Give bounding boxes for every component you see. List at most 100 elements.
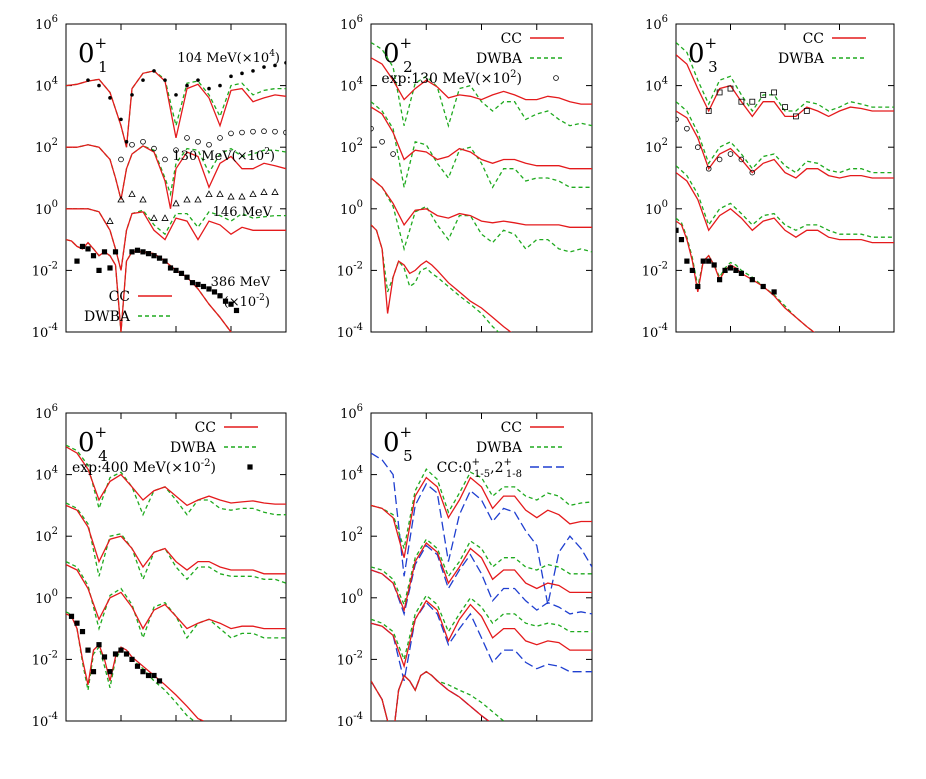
legend-sub: 1-5	[474, 469, 490, 480]
exp-point-open-triangle	[150, 214, 158, 221]
legend-sub2: 1-8	[506, 469, 522, 480]
state-label-sub: 4	[98, 447, 108, 465]
exp-point-dot	[86, 78, 90, 82]
legend-label: exp:400 MeV(×10-2)	[72, 458, 216, 476]
y-tick-base: 10	[35, 592, 52, 607]
state-label-sup: +	[95, 34, 108, 52]
legend-label: CC	[501, 420, 522, 436]
exp-point-filled-square	[195, 281, 201, 288]
y-tick-exponent: 0	[357, 199, 363, 210]
exp-point-filled-square	[107, 669, 113, 675]
curve-cc-1	[676, 54, 894, 118]
curve-dwba-2	[371, 538, 592, 607]
exp-point-filled-square	[711, 262, 717, 268]
exp-point-filled-square	[222, 298, 229, 304]
y-tick-exponent: 0	[357, 588, 363, 599]
exp-point-filled-square	[112, 249, 119, 255]
y-tick-exponent: 6	[357, 403, 363, 414]
y-tick-label: 106	[340, 403, 363, 422]
curve-dwba-3	[371, 594, 592, 662]
y-tick-label: 106	[35, 14, 58, 33]
legend-label: DWBA	[778, 51, 825, 67]
y-tick-base: 10	[32, 715, 49, 730]
curve-cc-1	[66, 70, 286, 148]
state-label: 0+ 2	[383, 34, 413, 76]
exp-point-filled-square	[134, 247, 141, 253]
exp-point-filled-square	[85, 647, 91, 653]
legend-label: CC:0+ 1-5,2+ 1-8	[437, 457, 522, 480]
y-tick-base: 10	[340, 407, 357, 422]
exp-point-filled-square	[123, 651, 130, 657]
exp-point-filled-square	[178, 270, 185, 276]
exp-point-dot	[218, 83, 222, 88]
exp-point-open-square	[793, 113, 799, 120]
y-tick-label: 104	[35, 76, 58, 95]
state-label: 0+ 4	[78, 423, 108, 465]
exp-point-filled-square	[118, 647, 124, 653]
exp-point-open-triangle	[194, 195, 202, 203]
curve-dwba-2	[371, 101, 592, 189]
curve-dwba-2	[66, 502, 286, 584]
y-tick-label: 10-2	[337, 260, 363, 279]
curve-dwba-1	[371, 41, 592, 129]
y-tick-base: 10	[645, 80, 662, 95]
curve-dwba-1	[676, 42, 894, 113]
exp-point-open-circle	[206, 141, 212, 148]
exp-point-filled-square	[733, 267, 739, 273]
curve-cc-3	[66, 208, 286, 271]
curve-cc-4	[66, 613, 204, 721]
state-label-sup: +	[705, 34, 718, 52]
y-tick-label: 10-4	[337, 711, 363, 730]
annotation-tail: )	[275, 51, 280, 66]
curve-annotation: 104 MeV(×104)	[177, 49, 280, 66]
y-tick-exponent: 4	[662, 76, 668, 87]
exp-point-open-square	[705, 108, 712, 114]
y-tick-base: 10	[337, 715, 354, 730]
state-label-sup: +	[400, 34, 413, 52]
legend-label: CC	[501, 31, 522, 47]
exp-point-filled-square	[706, 258, 712, 264]
y-tick-label: 104	[340, 465, 363, 484]
annotation-text: 386 MeV	[211, 275, 271, 290]
state-label: 0+ 5	[383, 423, 413, 465]
curve-annotation: (×10-2)	[224, 293, 270, 310]
state-label-main: 0	[78, 428, 95, 458]
legend-label-text: exp:400 MeV(×10	[72, 460, 201, 476]
exp-point-open-circle	[217, 135, 223, 141]
exp-point-dot	[174, 93, 178, 97]
exp-point-dot	[185, 83, 189, 88]
exp-point-open-circle	[705, 165, 712, 172]
exp-point-filled-square	[700, 258, 706, 264]
y-tick-label: 10-2	[337, 649, 363, 668]
y-tick-exponent: 2	[662, 137, 668, 148]
y-tick-base: 10	[337, 326, 354, 341]
annotation-sup: -2	[256, 293, 265, 303]
y-tick-label: 100	[340, 588, 363, 607]
curve-dwba-3	[371, 177, 592, 253]
exp-point-filled-square	[156, 678, 163, 684]
legend-tail: )	[211, 460, 216, 476]
y-tick-base: 10	[32, 326, 49, 341]
exp-point-open-circle	[129, 141, 135, 148]
y-tick-exponent: -4	[353, 322, 363, 333]
exp-point-dot	[251, 69, 255, 73]
legend-label: CC	[803, 31, 824, 47]
curve-dwba-2	[66, 144, 286, 200]
exp-point-open-triangle	[216, 190, 224, 198]
y-tick-base: 10	[340, 141, 357, 156]
legend-label: DWBA	[476, 51, 523, 67]
exp-point-open-triangle	[238, 192, 246, 200]
exp-point-open-circle	[250, 128, 256, 135]
y-tick-base: 10	[645, 203, 662, 218]
y-tick-base: 10	[340, 18, 357, 33]
y-tick-label: 10-4	[32, 322, 58, 341]
y-tick-exponent: 2	[357, 137, 363, 148]
exp-point-open-circle	[379, 138, 385, 145]
y-tick-base: 10	[340, 80, 357, 95]
exp-point-dot	[97, 83, 101, 88]
exp-point-open-circle	[371, 125, 374, 132]
exp-point-filled-square	[173, 267, 179, 273]
exp-point-open-circle	[118, 156, 124, 163]
